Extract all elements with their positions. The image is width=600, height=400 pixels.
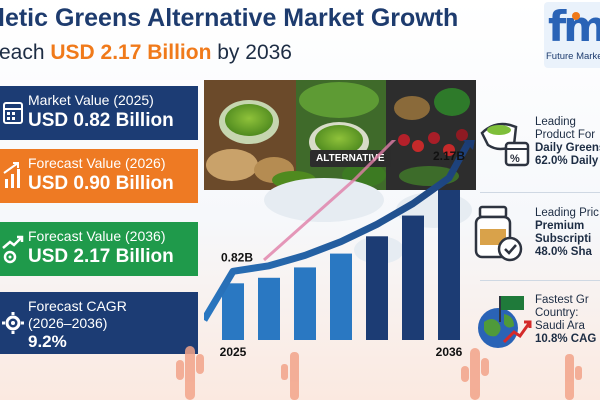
chart-bar: [402, 215, 424, 340]
panel-line-bold: 10.8% CAG: [535, 333, 597, 345]
panel-line: Country:: [535, 307, 579, 319]
panel-line: Leading: [535, 116, 576, 128]
data-label-first: 0.82B: [221, 250, 253, 264]
market-value-card: Market Value (2025) USD 0.82 Billion: [0, 86, 198, 140]
logo-mark: fm: [548, 2, 600, 51]
card-label: Forecast Value (2036): [28, 228, 166, 244]
leading-product-panel: Leading Product For Daily Greens 62.0% D…: [535, 116, 600, 168]
forecast-cagr-card: Forecast CAGR (2026–2036) 9.2%: [0, 292, 198, 354]
subtitle-prefix: each: [0, 41, 51, 64]
trend-line: [204, 140, 474, 322]
data-label-last: 2.17B: [433, 149, 465, 163]
cactus-decoration: [176, 346, 582, 400]
panel-line-bold: 62.0% Daily: [535, 155, 599, 167]
divider: [480, 192, 600, 193]
gear-icon: [2, 312, 24, 334]
card-label: Forecast Value (2026): [28, 155, 166, 171]
forecast-2036-card: Forecast Value (2036) USD 2.17 Billion: [0, 222, 198, 276]
logo-name: Future Market: [546, 51, 600, 62]
panel-line: Leading Pric: [535, 207, 599, 219]
card-label: Market Value (2025): [28, 92, 154, 108]
subtitle-suffix: by 2036: [211, 41, 292, 64]
trend-arrowhead: [463, 140, 475, 150]
x-tick-label-first: 2025: [220, 345, 247, 359]
panel-line: Product For: [535, 129, 596, 141]
trend-gear-icon: [2, 235, 24, 264]
chart-bar: [330, 253, 352, 340]
fastest-growing-panel: Fastest Gr Country: Saudi Ara 10.8% CAG: [535, 294, 596, 346]
panel-line-bold: 48.0% Sha: [535, 246, 592, 258]
panel-line-bold: Daily Greens: [535, 142, 600, 154]
card-value: 9.2%: [28, 332, 67, 351]
svg-text:%: %: [510, 153, 520, 165]
calendar-icon: [3, 102, 23, 124]
brand-logo[interactable]: fm Future Market: [544, 2, 600, 68]
panel-line: Saudi Ara: [535, 320, 585, 332]
chart-bar: [438, 190, 460, 340]
divider: [480, 280, 600, 281]
card-value: USD 0.90 Billion: [28, 173, 174, 194]
leading-price-panel: Leading Pric Premium Subscripti 48.0% Sh…: [535, 207, 599, 259]
supplement-jar-icon: [474, 205, 523, 262]
scoop-calendar-icon: %: [480, 122, 530, 167]
chart-bar: [294, 267, 316, 340]
x-tick-label-last: 2036: [436, 345, 463, 359]
card-value: USD 2.17 Billion: [28, 246, 174, 267]
growth-bar-chart: 0.82B 2.17B 2025 2036: [204, 140, 475, 359]
forecast-2026-card: Forecast Value (2026) USD 0.90 Billion: [0, 149, 198, 203]
card-label: Forecast CAGR: [28, 298, 127, 314]
card-value: USD 0.82 Billion: [28, 110, 174, 131]
background-growth-arrow: [263, 140, 397, 262]
panel-line: Fastest Gr: [535, 294, 589, 306]
chart-bar: [222, 283, 244, 340]
chart-bar: [258, 277, 280, 340]
logo-dot: [572, 12, 580, 20]
page-subtitle: each USD 2.17 Billion by 2036: [0, 41, 292, 65]
greens-photo-collage: [204, 80, 476, 190]
page-title: letic Greens Alternative Market Growth: [0, 4, 459, 32]
panel-line-bold: Subscripti: [535, 233, 592, 245]
growth-arrow-icon: [3, 162, 20, 188]
globe-flag-icon: [478, 296, 532, 348]
panel-line-bold: Premium: [535, 220, 585, 232]
chart-bar: [366, 236, 388, 340]
card-label-range: (2026–2036): [28, 315, 108, 331]
subtitle-highlight: USD 2.17 Billion: [50, 41, 212, 64]
